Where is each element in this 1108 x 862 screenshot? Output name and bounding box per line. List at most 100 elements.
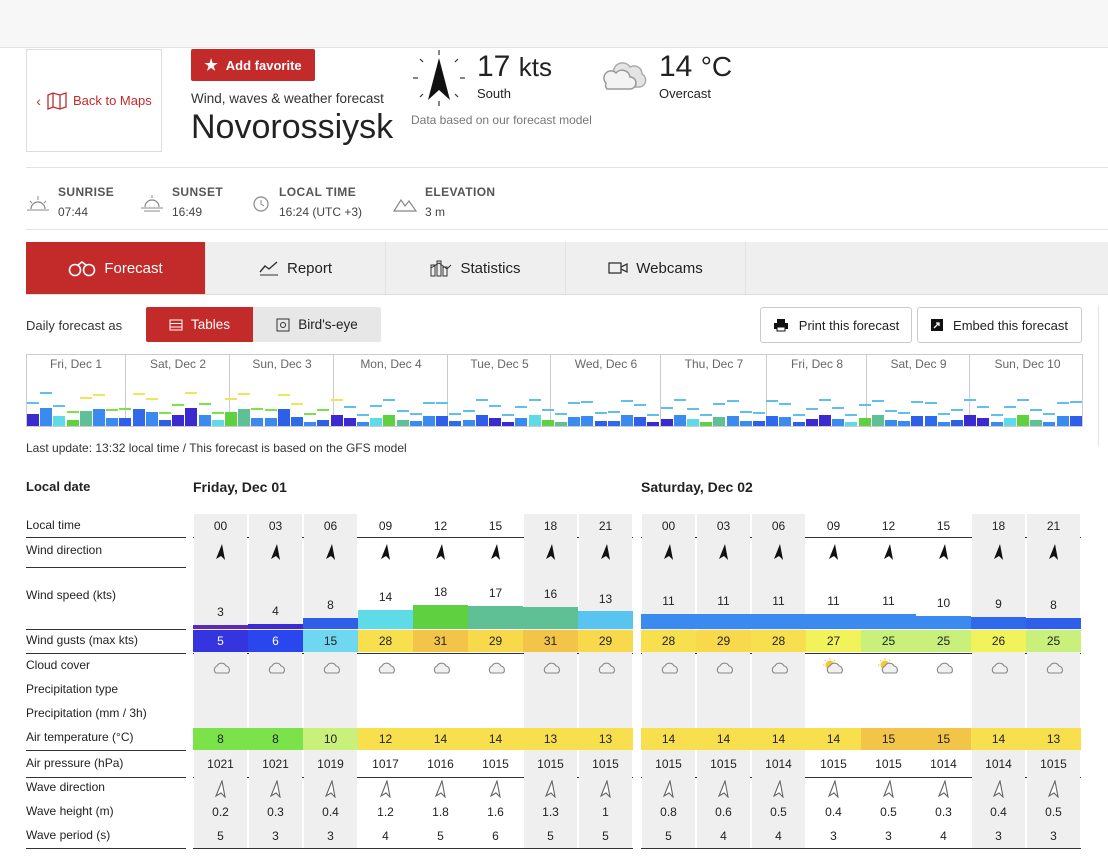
- birdseye-toggle[interactable]: Bird's-eye: [253, 307, 381, 342]
- overview-wind-bar: [291, 416, 303, 426]
- back-to-maps-button[interactable]: ‹ Back to Maps: [26, 49, 162, 152]
- overview-wind-bar: [515, 418, 528, 426]
- tab-statistics[interactable]: Statistics: [386, 242, 566, 294]
- overview-day[interactable]: Tue, Dec 5: [447, 355, 550, 426]
- overview-day[interactable]: Sat, Dec 2: [125, 355, 229, 426]
- overview-day[interactable]: Fri, Dec 8: [766, 355, 866, 426]
- local-date-label: Local date: [26, 479, 91, 494]
- local-time-cell: 03: [716, 519, 731, 533]
- row-divider: [26, 567, 186, 568]
- wind-speed-value: 11: [717, 594, 730, 609]
- map-icon: [47, 91, 67, 110]
- local-time-cell: 09: [826, 519, 841, 533]
- overview-gust-mark: [871, 399, 884, 402]
- overview-gust-mark: [489, 405, 501, 408]
- local-time-cell: 21: [598, 519, 613, 533]
- overview-day[interactable]: Mon, Dec 4: [333, 355, 447, 426]
- overview-gust-mark: [832, 406, 845, 409]
- cloud-icon: [1046, 662, 1063, 674]
- wave-direction-arrow-icon: [827, 780, 839, 798]
- overview-gust-mark: [713, 403, 726, 406]
- ten-day-overview[interactable]: Fri, Dec 1 Sat, Dec 2 Sun, Dec 3 Mon, Dec 4…: [26, 354, 1083, 427]
- wind-speed-value: 11: [882, 594, 895, 609]
- wind-gust-cell: 25: [916, 630, 971, 652]
- print-forecast-button[interactable]: Print this forecast: [760, 307, 912, 343]
- air-temp-cell: 15: [861, 728, 916, 750]
- overview-gust-mark: [990, 414, 1003, 416]
- report-chart-icon: [259, 261, 278, 276]
- overcast-cloud-icon: [603, 62, 647, 90]
- overview-gust-mark: [343, 406, 356, 409]
- overview-gust-mark: [1017, 399, 1029, 402]
- partly-sunny-icon: [878, 658, 898, 674]
- overview-wind-bar: [343, 418, 356, 426]
- overview-gust-mark: [396, 409, 409, 412]
- wave-direction-arrow-icon: [434, 780, 446, 798]
- overview-wind-bar: [634, 417, 647, 426]
- overview-wind-bar: [317, 419, 330, 426]
- overview-wind-bar: [119, 417, 132, 426]
- overview-wind-bar: [93, 409, 105, 426]
- overview-wind-bar: [409, 421, 422, 426]
- tab-forecast[interactable]: Forecast: [26, 242, 206, 294]
- overview-wind-bar: [528, 415, 541, 426]
- cloud-icon: [323, 662, 340, 674]
- overview-day-label: Mon, Dec 4: [360, 357, 422, 371]
- tab-webcams[interactable]: Webcams: [566, 242, 746, 294]
- wave-direction-arrow-icon: [324, 780, 336, 798]
- main-tabs: Forecast Report Statistics Webcams: [26, 242, 1108, 295]
- elevation-label: ELEVATION: [425, 185, 496, 199]
- overview-gust-mark: [159, 411, 171, 414]
- tab-report[interactable]: Report: [206, 242, 386, 294]
- overview-gust-mark: [79, 397, 92, 400]
- wind-speed-bar: [468, 606, 523, 630]
- tables-toggle[interactable]: Tables: [146, 307, 253, 342]
- overview-wind-bar: [594, 421, 607, 426]
- elevation-value: 3 m: [425, 205, 446, 219]
- wind-direction-arrow-icon: [381, 544, 390, 560]
- overview-gust-mark: [330, 399, 343, 402]
- wave-period-cell: 3: [1050, 829, 1057, 843]
- wind-gust-cell: 29: [578, 630, 633, 652]
- wave-period-cell: 3: [830, 829, 837, 843]
- wave-direction-arrow-icon: [489, 780, 501, 798]
- wave-height-cell: 0.5: [770, 805, 787, 819]
- add-favorite-button[interactable]: ★ Add favorite: [191, 49, 315, 81]
- overview-day[interactable]: Fri, Dec 1: [27, 355, 125, 426]
- overview-day-label: Sat, Dec 2: [149, 357, 207, 371]
- wind-speed-bar: [578, 611, 633, 630]
- wave-height-cell: 0.3: [935, 805, 952, 819]
- wind-direction-arrow-icon: [994, 544, 1003, 560]
- overview-wind-bar: [1017, 415, 1029, 426]
- overview-day[interactable]: Sun, Dec 3: [229, 355, 333, 426]
- elevation-icon: [393, 198, 417, 212]
- overview-day[interactable]: Sat, Dec 9: [866, 355, 969, 426]
- overview-wind-bar: [937, 421, 950, 426]
- overview-day[interactable]: Sun, Dec 10: [969, 355, 1082, 426]
- wind-gust-cell: 31: [523, 630, 578, 652]
- day-header: Friday, Dec 01: [193, 479, 287, 495]
- wave-direction-arrow-icon: [662, 780, 674, 798]
- wave-direction-arrow-icon: [379, 780, 391, 798]
- row-divider: [26, 653, 186, 654]
- row-divider: [26, 629, 186, 630]
- overview-gust-mark: [858, 404, 871, 407]
- overview-gust-mark: [739, 411, 752, 414]
- overview-day[interactable]: Thu, Dec 7: [660, 355, 766, 426]
- overview-wind-bar: [145, 411, 158, 426]
- overview-gust-mark: [1069, 401, 1082, 404]
- embed-forecast-button[interactable]: Embed this forecast: [917, 307, 1082, 343]
- wind-gust-cell: 5: [193, 630, 248, 652]
- daily-forecast-label: Daily forecast as: [26, 318, 123, 333]
- wave-period-cell: 3: [995, 829, 1002, 843]
- wind-speed-bar: [861, 614, 916, 630]
- wind-gust-cell: 25: [861, 630, 916, 652]
- cloud-icon: [598, 662, 615, 674]
- overview-wind-bar: [1003, 418, 1016, 426]
- wind-speed-value: 4: [272, 603, 279, 618]
- day-divider: [193, 777, 633, 778]
- overview-day[interactable]: Wed, Dec 6: [550, 355, 660, 426]
- sunrise-icon: [27, 196, 49, 211]
- wave-period-cell: 6: [492, 829, 499, 843]
- wind-speed-bar: [641, 614, 696, 630]
